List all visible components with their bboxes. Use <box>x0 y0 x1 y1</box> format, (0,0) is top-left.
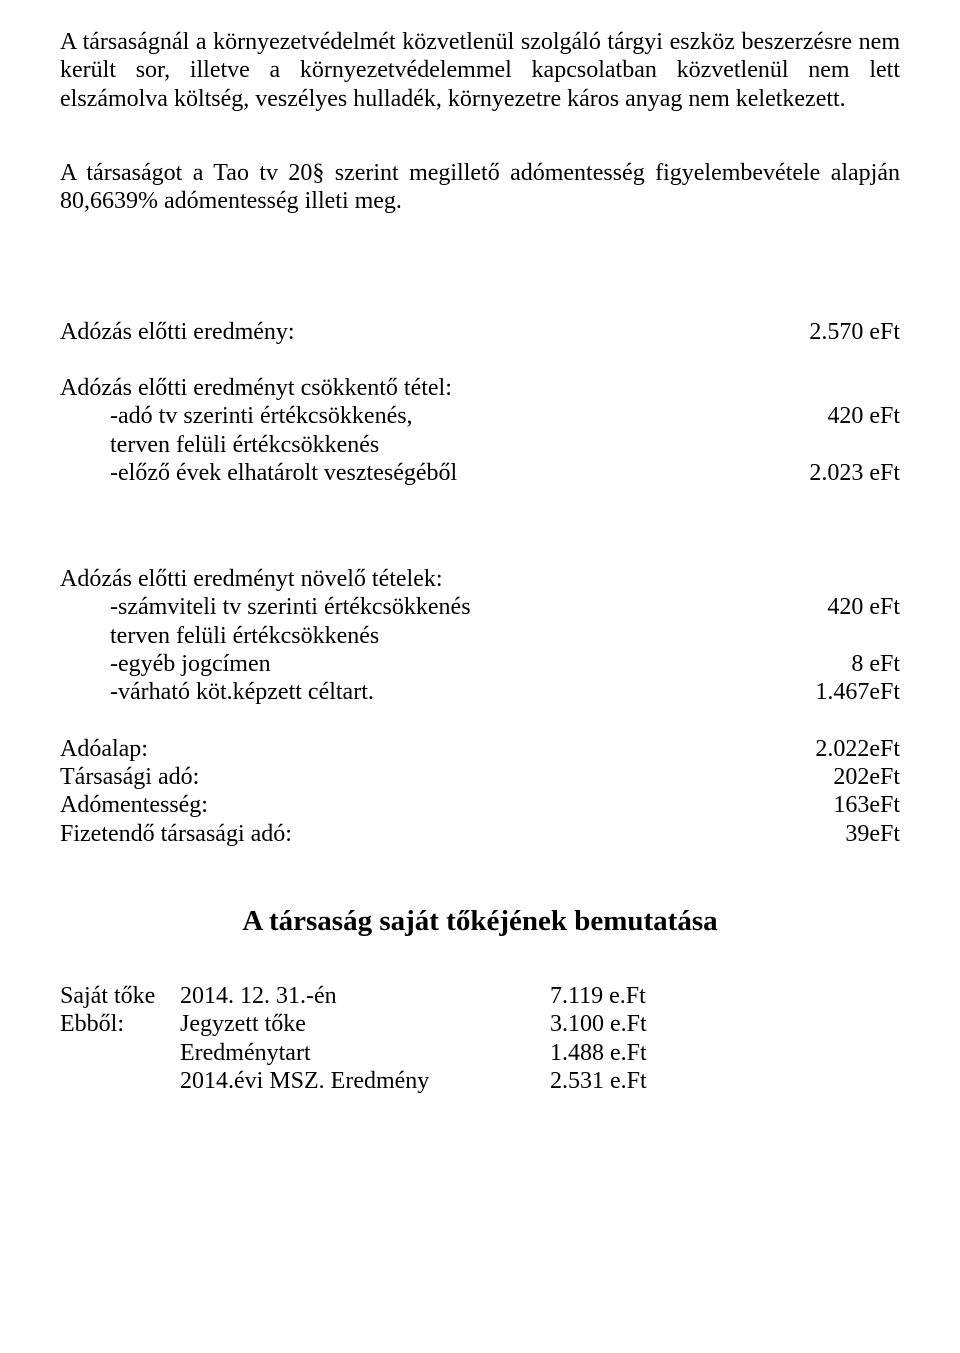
increase-item-1: -számviteli tv szerinti értékcsökkenés 4… <box>60 593 900 621</box>
decrease-section: Adózás előtti eredményt csökkentő tétel:… <box>60 374 900 487</box>
pre-tax-label: Adózás előtti eredmény: <box>60 318 295 346</box>
summary-row-2-value: 202eFt <box>680 763 900 791</box>
increase-item-4-value: 1.467eFt <box>680 678 900 706</box>
increase-item-2-value <box>680 622 900 650</box>
summary-row-1-label: Adóalap: <box>60 735 148 763</box>
decrease-item-2: terven felüli értékcsökkenés <box>60 431 900 459</box>
decrease-item-3: -előző évek elhatárolt veszteségéből 2.0… <box>60 459 900 487</box>
paragraph-1: A társaságnál a környezetvédelmét közvet… <box>60 28 900 113</box>
summary-row-4-label: Fizetendő társasági adó: <box>60 820 292 848</box>
paragraph-2: A társaságot a Tao tv 20§ szerint megill… <box>60 159 900 216</box>
equity-r2-c2: Jegyzett tőke <box>180 1010 550 1038</box>
equity-r2-c3: 3.100 e.Ft <box>550 1010 900 1038</box>
equity-r4-c2: 2014.évi MSZ. Eredmény <box>180 1067 550 1095</box>
increase-item-2: terven felüli értékcsökkenés <box>60 622 900 650</box>
spacer <box>60 262 900 318</box>
equity-r2-c1: Ebből: <box>60 1010 180 1038</box>
decrease-title: Adózás előtti eredményt csökkentő tétel: <box>60 374 900 402</box>
equity-row-1: Saját tőke 2014. 12. 31.-én 7.119 e.Ft <box>60 982 900 1010</box>
equity-row-2: Ebből: Jegyzett tőke 3.100 e.Ft <box>60 1010 900 1038</box>
document-page: A társaságnál a környezetvédelmét közvet… <box>0 0 960 1353</box>
spacer <box>60 487 900 565</box>
pre-tax-value: 2.570 eFt <box>680 318 900 346</box>
summary-row-3: Adómentesség: 163eFt <box>60 791 900 819</box>
equity-r3-c1 <box>60 1039 180 1067</box>
equity-r4-c1 <box>60 1067 180 1095</box>
decrease-item-1-value: 420 eFt <box>680 402 900 430</box>
increase-title: Adózás előtti eredményt növelő tételek: <box>60 565 900 593</box>
increase-item-1-label: -számviteli tv szerinti értékcsökkenés <box>60 593 471 621</box>
decrease-item-2-label: terven felüli értékcsökkenés <box>60 431 379 459</box>
equity-r3-c2: Eredménytart <box>180 1039 550 1067</box>
spacer <box>60 707 900 735</box>
increase-item-1-value: 420 eFt <box>680 593 900 621</box>
summary-section: Adóalap: 2.022eFt Társasági adó: 202eFt … <box>60 735 900 848</box>
increase-item-2-label: terven felüli értékcsökkenés <box>60 622 379 650</box>
decrease-item-3-value: 2.023 eFt <box>680 459 900 487</box>
summary-row-4: Fizetendő társasági adó: 39eFt <box>60 820 900 848</box>
increase-item-3: -egyéb jogcímen 8 eFt <box>60 650 900 678</box>
summary-row-3-label: Adómentesség: <box>60 791 208 819</box>
equity-section-heading: A társaság saját tőkéjének bemutatása <box>60 904 900 938</box>
decrease-item-2-value <box>680 431 900 459</box>
summary-row-3-value: 163eFt <box>680 791 900 819</box>
summary-row-1-value: 2.022eFt <box>680 735 900 763</box>
decrease-item-3-label: -előző évek elhatárolt veszteségéből <box>60 459 457 487</box>
decrease-item-1-label: -adó tv szerinti értékcsökkenés, <box>60 402 413 430</box>
equity-table: Saját tőke 2014. 12. 31.-én 7.119 e.Ft E… <box>60 982 900 1095</box>
spacer <box>60 346 900 374</box>
equity-row-4: 2014.évi MSZ. Eredmény 2.531 e.Ft <box>60 1067 900 1095</box>
increase-item-4: -várható köt.képzett céltart. 1.467eFt <box>60 678 900 706</box>
summary-row-1: Adóalap: 2.022eFt <box>60 735 900 763</box>
equity-r1-c3: 7.119 e.Ft <box>550 982 900 1010</box>
summary-row-2-label: Társasági adó: <box>60 763 199 791</box>
pre-tax-result-row: Adózás előtti eredmény: 2.570 eFt <box>60 318 900 346</box>
summary-row-4-value: 39eFt <box>680 820 900 848</box>
equity-r1-c2: 2014. 12. 31.-én <box>180 982 550 1010</box>
equity-row-3: Eredménytart 1.488 e.Ft <box>60 1039 900 1067</box>
increase-item-4-label: -várható köt.képzett céltart. <box>60 678 374 706</box>
equity-r1-c1: Saját tőke <box>60 982 180 1010</box>
summary-row-2: Társasági adó: 202eFt <box>60 763 900 791</box>
equity-r4-c3: 2.531 e.Ft <box>550 1067 900 1095</box>
increase-item-3-label: -egyéb jogcímen <box>60 650 271 678</box>
increase-section: Adózás előtti eredményt növelő tételek: … <box>60 565 900 707</box>
increase-item-3-value: 8 eFt <box>680 650 900 678</box>
equity-r3-c3: 1.488 e.Ft <box>550 1039 900 1067</box>
decrease-item-1: -adó tv szerinti értékcsökkenés, 420 eFt <box>60 402 900 430</box>
